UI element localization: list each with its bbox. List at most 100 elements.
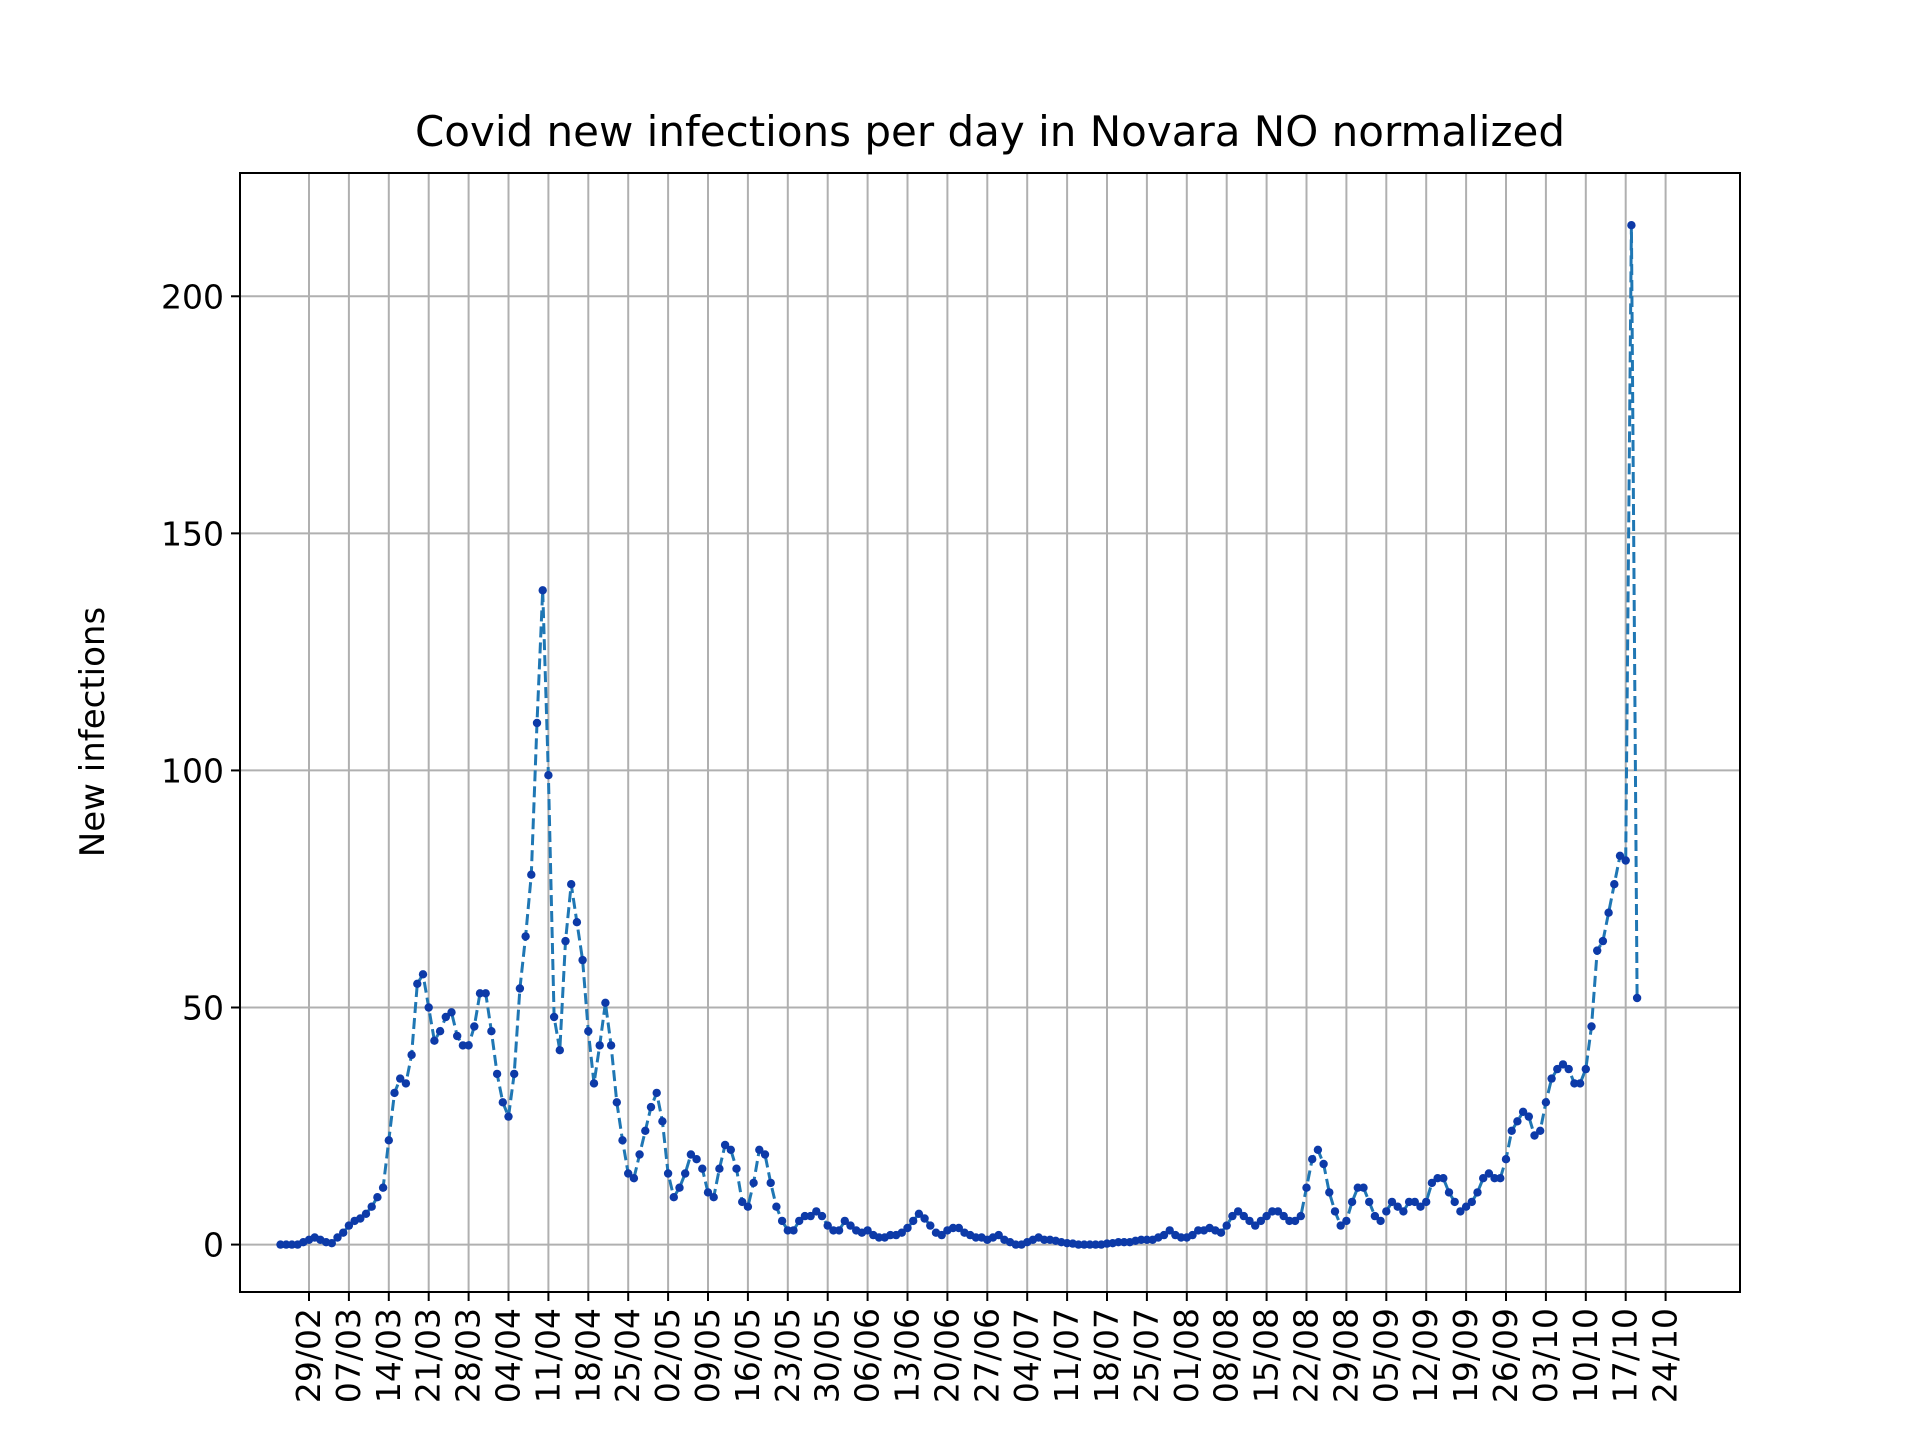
data-point — [527, 870, 536, 879]
data-point — [1501, 1155, 1511, 1164]
data-point — [743, 1202, 753, 1211]
data-point — [1553, 1064, 1562, 1074]
data-point — [361, 1209, 371, 1219]
data-point — [823, 1221, 832, 1230]
data-point — [795, 1216, 804, 1226]
data-point — [1513, 1117, 1522, 1126]
data-point — [1382, 1207, 1391, 1216]
data-point — [658, 1117, 667, 1126]
data-point — [384, 1136, 393, 1145]
data-point — [806, 1211, 815, 1221]
data-point — [1422, 1197, 1431, 1207]
data-point — [1473, 1188, 1482, 1197]
data-point — [333, 1233, 342, 1242]
x-axis: 29/02 07/03 14/03 21/03 28/03 04/04 11/04 18/04… — [289, 1292, 1685, 1403]
vertical-gridlines — [308, 173, 1667, 1292]
data-point — [561, 936, 570, 946]
data-point — [663, 1169, 673, 1178]
data-point — [1450, 1197, 1459, 1207]
data-point — [453, 1031, 462, 1041]
data-point — [624, 1169, 633, 1178]
x-tick-label: 18/07 — [1087, 1308, 1126, 1403]
data-point — [1319, 1159, 1328, 1169]
data-point — [367, 1202, 376, 1211]
data-point — [1558, 1060, 1568, 1069]
x-tick-label: 23/05 — [768, 1308, 807, 1403]
data-point — [470, 1022, 479, 1031]
data-point — [920, 1214, 929, 1223]
data-point — [567, 880, 576, 889]
data-point — [1541, 1098, 1551, 1107]
data-point — [738, 1197, 747, 1207]
data-point — [595, 1041, 604, 1050]
data-point — [1393, 1202, 1402, 1211]
x-tick-label: 16/05 — [728, 1308, 767, 1403]
data-point — [1216, 1228, 1226, 1237]
x-tick-label: 03/10 — [1526, 1308, 1565, 1403]
data-point — [407, 1050, 416, 1060]
data-point — [373, 1193, 382, 1202]
data-point — [777, 1216, 787, 1226]
data-point — [544, 771, 553, 780]
data-point — [1621, 856, 1630, 865]
data-point — [1581, 1064, 1591, 1074]
data-point — [1370, 1211, 1380, 1221]
x-tick-label: 02/05 — [648, 1308, 687, 1403]
x-tick-label: 29/02 — [289, 1308, 328, 1403]
data-point — [510, 1069, 519, 1079]
x-tick-label: 14/03 — [369, 1308, 408, 1403]
x-tick-label: 13/06 — [888, 1308, 927, 1403]
data-point — [686, 1150, 696, 1159]
data-point — [1444, 1188, 1454, 1197]
x-tick-label: 26/09 — [1486, 1308, 1525, 1403]
data-point — [1262, 1211, 1271, 1221]
plot-area-frame — [239, 172, 1741, 1293]
data-point — [1233, 1207, 1243, 1216]
data-point — [390, 1088, 399, 1098]
data-point — [909, 1216, 918, 1226]
data-point — [1336, 1221, 1345, 1230]
data-point — [464, 1041, 473, 1050]
data-point — [1524, 1112, 1534, 1121]
data-point — [1365, 1197, 1374, 1207]
data-point — [652, 1088, 661, 1098]
data-point — [521, 932, 530, 941]
data-point — [954, 1223, 963, 1233]
data-point — [601, 998, 610, 1007]
x-tick-label: 01/08 — [1167, 1308, 1206, 1403]
data-point — [1222, 1221, 1231, 1230]
data-point — [834, 1226, 844, 1235]
data-point — [1159, 1230, 1169, 1240]
data-point — [606, 1041, 616, 1050]
data-point — [339, 1228, 348, 1237]
data-point — [1427, 1178, 1437, 1188]
x-tick-label: 22/08 — [1287, 1308, 1326, 1403]
data-point — [1239, 1211, 1249, 1221]
data-point — [378, 1183, 388, 1192]
data-point — [755, 1145, 764, 1155]
chart-title: Covid new infections per day in Novara N… — [415, 107, 1565, 156]
x-tick-label: 11/07 — [1047, 1308, 1086, 1403]
data-point — [1587, 1022, 1596, 1031]
data-point — [766, 1178, 775, 1188]
data-point — [413, 979, 422, 988]
data-point — [584, 1027, 593, 1036]
data-point — [1484, 1169, 1494, 1178]
data-point — [498, 1098, 507, 1107]
y-tick-label: 150 — [161, 514, 224, 553]
data-point — [1165, 1226, 1174, 1235]
data-point — [675, 1183, 684, 1192]
data-point — [447, 1008, 456, 1017]
data-point — [1439, 1174, 1448, 1183]
data-point — [635, 1150, 644, 1159]
x-tick-label: 19/09 — [1446, 1308, 1485, 1403]
data-point — [863, 1226, 872, 1235]
data-point — [720, 1140, 730, 1150]
data-point — [1279, 1211, 1288, 1221]
data-point — [914, 1209, 924, 1219]
x-tick-label: 05/09 — [1366, 1308, 1405, 1403]
data-point — [1313, 1145, 1323, 1155]
data-point — [681, 1169, 690, 1178]
x-tick-label: 21/03 — [409, 1308, 448, 1403]
